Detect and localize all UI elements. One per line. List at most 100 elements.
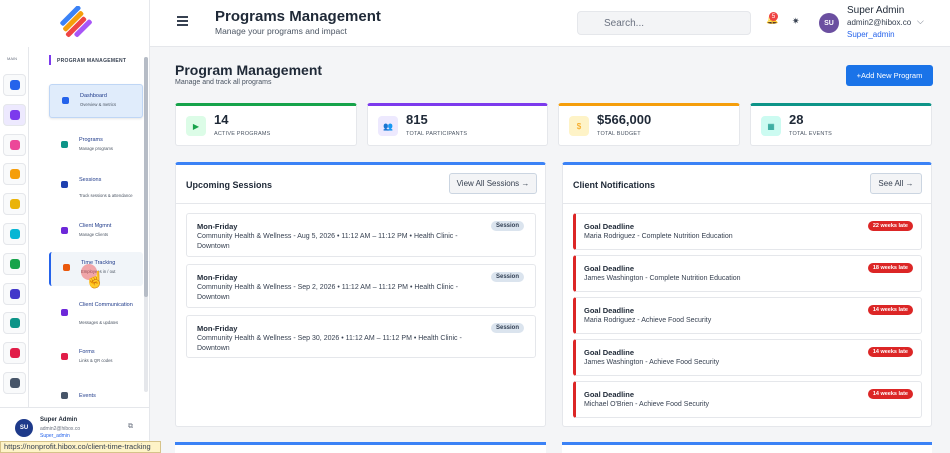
rail-icon [10, 378, 20, 388]
divider [176, 203, 545, 204]
nav-title: Programs [79, 137, 103, 143]
nav-subtitle: Manage Clients [79, 232, 109, 237]
header-subtitle: Manage your programs and impact [215, 26, 347, 36]
notification-title: Goal Deadline [584, 264, 635, 273]
add-program-button[interactable]: +Add New Program [846, 65, 933, 86]
icon-rail: MAIN [0, 47, 29, 407]
nav-icon [61, 141, 68, 148]
nav-item[interactable]: Client Mgmnt Manage Clients [49, 215, 143, 249]
rail-icon [10, 80, 20, 90]
scrollbar[interactable] [144, 57, 148, 392]
notification-detail: Maria Rodriguez - Complete Nutrition Edu… [584, 233, 733, 240]
notification-item[interactable]: Goal Deadline James Washington - Complete… [573, 255, 922, 292]
view-all-button[interactable]: View All Sessions → [449, 173, 537, 194]
rail-icon [10, 348, 20, 359]
stat-value: $566,000 [597, 112, 652, 127]
nav-icon [61, 353, 68, 360]
notifications-panel: Client Notifications See All → Goal Dead… [562, 162, 932, 427]
user-name: Super Admin [40, 417, 78, 423]
external-icon[interactable]: ⧉ [128, 423, 133, 430]
notification-item[interactable]: Goal Deadline James Washington - Achieve … [573, 339, 922, 376]
nav-icon [63, 264, 70, 271]
nav-title: Events [79, 393, 96, 399]
next-panel [562, 442, 932, 453]
header-avatar[interactable]: SU [819, 13, 839, 33]
nav-subtitle: Messages & updates [79, 320, 119, 325]
next-panel [175, 442, 546, 453]
stat-card: 👥 815 TOTAL PARTICIPANTS [367, 103, 548, 146]
section-label: PROGRAM MANAGEMENT [57, 58, 127, 64]
notification-badge: 14 weeks late [867, 305, 913, 315]
rail-icon [10, 199, 20, 210]
header-user-role: Super_admin [847, 30, 895, 39]
stat-label: TOTAL PARTICIPANTS [406, 131, 468, 137]
nav-icon [61, 392, 68, 399]
session-title: Mon-Friday [197, 273, 238, 282]
stat-icon: $ [569, 116, 589, 136]
user-role: Super_admin [40, 433, 70, 439]
user-email: admin2@hibox.co [40, 426, 81, 432]
session-title: Mon-Friday [197, 222, 238, 231]
header: Programs Management Manage your programs… [150, 0, 950, 47]
stat-icon: ▶ [186, 116, 206, 136]
stat-card: ▦ 28 TOTAL EVENTS [750, 103, 932, 146]
logo[interactable] [58, 6, 92, 40]
user-menu-chevron[interactable]: ⌵ [917, 16, 924, 26]
stat-value: 815 [406, 112, 428, 127]
nav-item[interactable]: Client Communication Messages & updates [49, 294, 143, 334]
stat-label: TOTAL BUDGET [597, 131, 641, 137]
see-all-button[interactable]: See All → [870, 173, 922, 194]
nav-item[interactable]: Forms Links & QR codes [49, 341, 143, 375]
nav-title: Client Mgmnt [79, 223, 112, 229]
notification-title: Goal Deadline [584, 348, 635, 357]
notification-badge: 14 weeks late [867, 347, 913, 357]
search-input[interactable]: Search... [577, 11, 751, 35]
session-badge: Session [491, 221, 525, 231]
stat-icon: 👥 [378, 116, 398, 136]
notification-detail: James Washington - Achieve Food Security [584, 359, 720, 366]
menu-button[interactable] [177, 16, 188, 26]
rail-icon [10, 109, 20, 120]
session-item[interactable]: Mon-Friday Community Health & Wellness - … [186, 264, 536, 308]
stat-label: TOTAL EVENTS [789, 131, 832, 137]
nav-item[interactable]: Programs Manage programs [49, 129, 143, 163]
stat-card: $ $566,000 TOTAL BUDGET [558, 103, 740, 146]
nav-title: Sessions [79, 177, 102, 183]
nav-item[interactable]: Dashboard Overview & metrics [49, 84, 143, 118]
stat-value: 28 [789, 112, 804, 127]
notification-item[interactable]: Goal Deadline Michael O'Brien - Achieve F… [573, 381, 922, 418]
logo-area [0, 0, 150, 47]
nav-item[interactable]: Sessions Track sessions & attendance [49, 169, 143, 203]
notification-item[interactable]: Goal Deadline Maria Rodriguez - Complete … [573, 213, 922, 250]
rail-icon [10, 169, 20, 180]
nav-item[interactable]: Time Tracking Employees in / out [49, 252, 143, 286]
sessions-panel: Upcoming Sessions View All Sessions → Mo… [175, 162, 546, 427]
nav-icon [61, 181, 68, 188]
stat-value: 14 [214, 112, 229, 127]
status-bar: https://nonprofit.hibox.co/client-time-t… [0, 441, 161, 453]
header-user-name: Super Admin [847, 5, 905, 16]
nav-subtitle: Manage programs [79, 146, 113, 151]
sidebar-user[interactable]: SU Super Admin admin2@hibox.co Super_adm… [0, 407, 150, 441]
notification-title: Goal Deadline [584, 222, 635, 231]
settings-icon[interactable]: ✷ [792, 16, 800, 26]
session-item[interactable]: Mon-Friday Community Health & Wellness - … [186, 315, 536, 358]
stat-label: ACTIVE PROGRAMS [214, 131, 271, 137]
nav-item[interactable]: Events [49, 380, 143, 414]
rail-icon [10, 229, 20, 239]
section-accent [49, 55, 51, 65]
cursor: ☝ [85, 272, 105, 289]
divider [563, 203, 931, 204]
rail-icon [10, 288, 20, 299]
notification-item[interactable]: Goal Deadline Maria Rodriguez - Achieve F… [573, 297, 922, 334]
panel-title: Client Notifications [573, 180, 656, 190]
click-indicator [81, 264, 97, 280]
session-item[interactable]: Mon-Friday Community Health & Wellness - … [186, 213, 536, 257]
session-detail: Community Health & Wellness - Sep 30, 20… [197, 335, 462, 352]
page-subtitle: Manage and track all programs [175, 79, 272, 86]
stat-card: ▶ 14 ACTIVE PROGRAMS [175, 103, 357, 146]
notification-detail: Maria Rodriguez - Achieve Food Security [584, 317, 712, 324]
nav-icon [61, 227, 68, 234]
rail-icon [10, 139, 20, 150]
nav-title: Client Communication [79, 302, 133, 308]
